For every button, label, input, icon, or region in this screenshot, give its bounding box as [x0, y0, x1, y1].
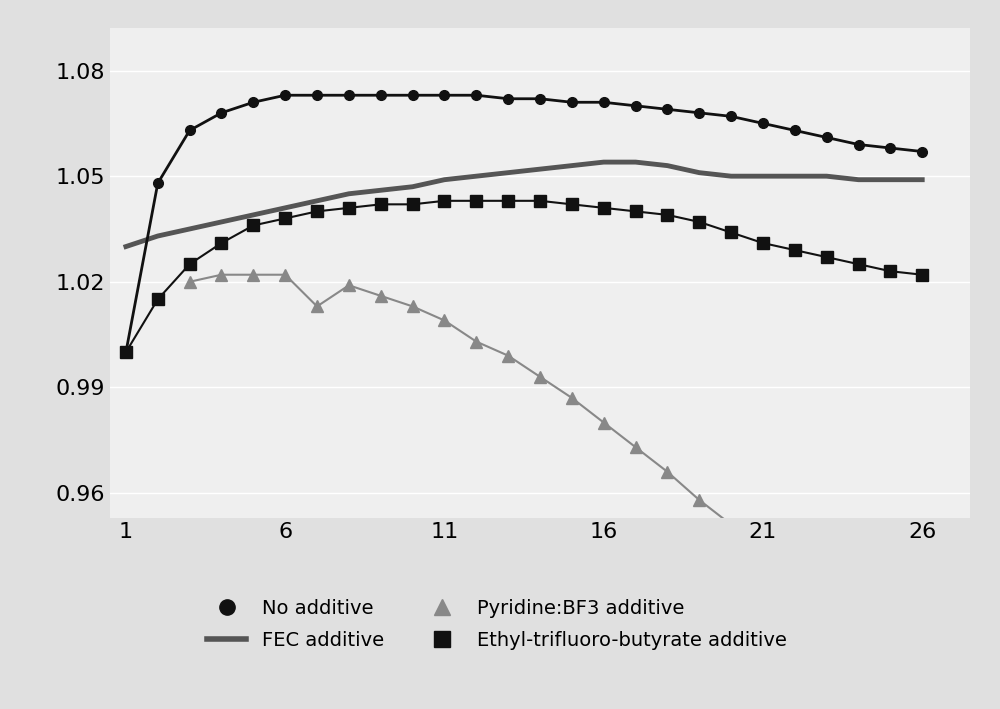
Legend: No additive, FEC additive, Pyridine:BF3 additive, Ethyl-trifluoro-butyrate addit: No additive, FEC additive, Pyridine:BF3 … [199, 591, 795, 658]
